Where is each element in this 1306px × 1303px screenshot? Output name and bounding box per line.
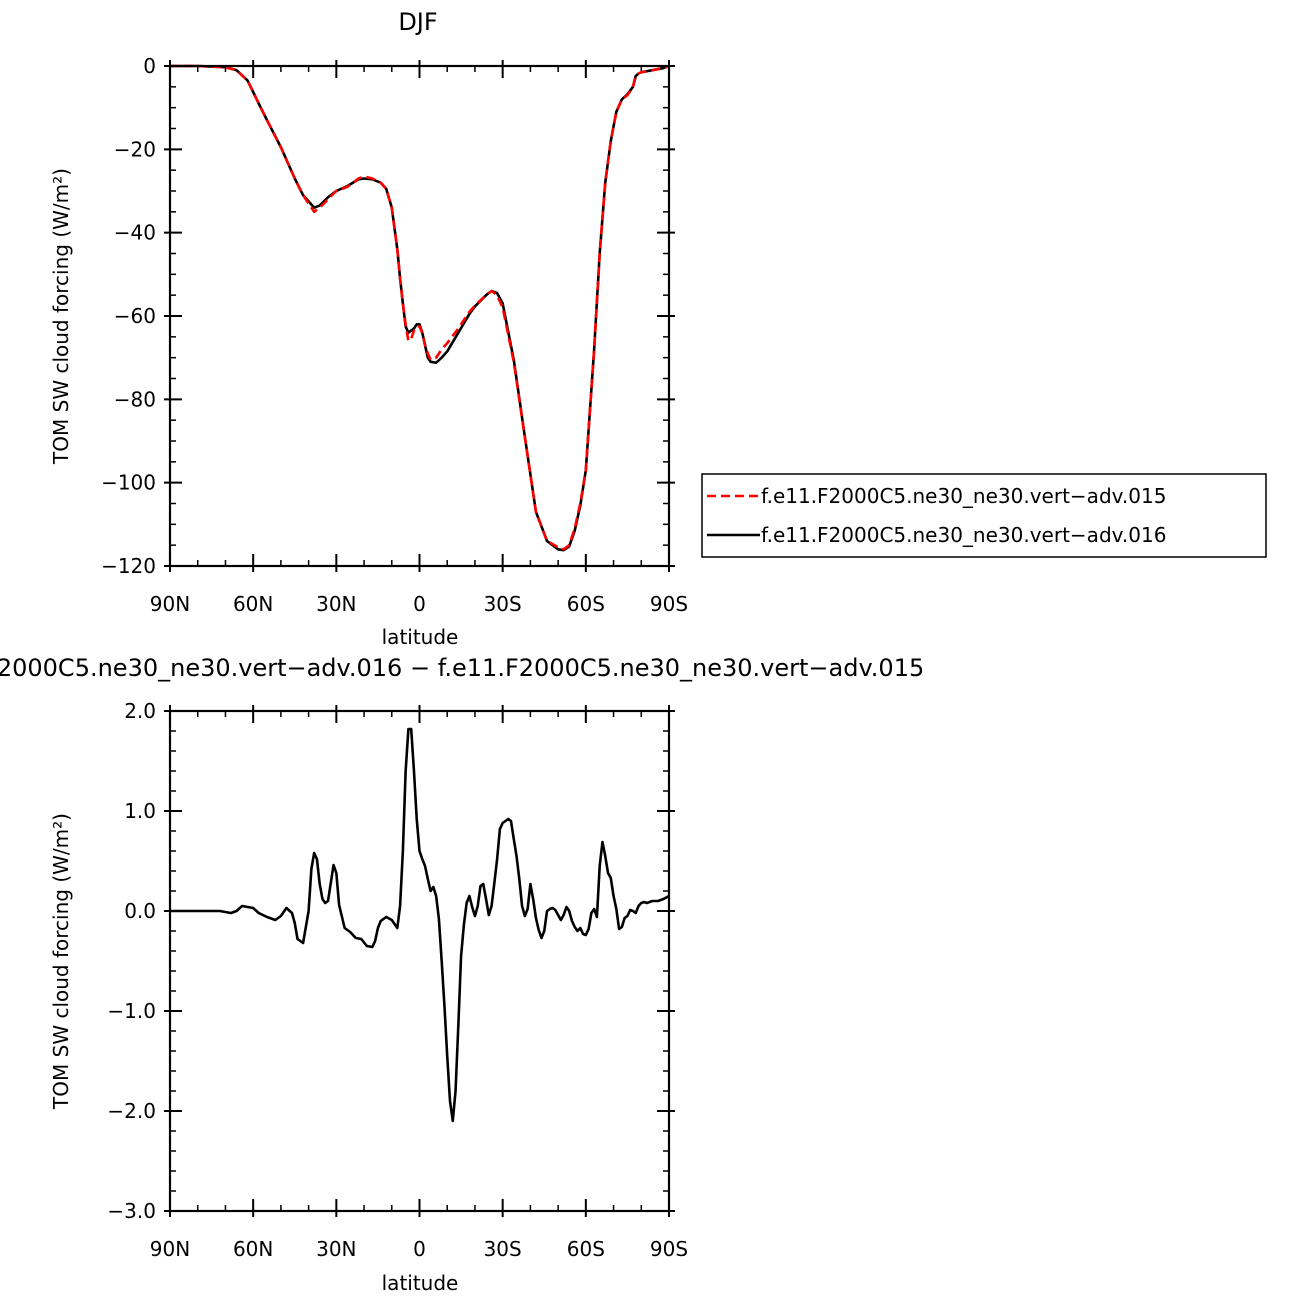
top-plot-frame [168, 64, 671, 568]
top-series-line-0 [170, 64, 670, 551]
top-x-tick-label: 0 [413, 592, 426, 616]
bottom-y-ticks: 2.0 1.0 0.0 −1.0 −2.0 −3.0 [107, 699, 675, 1223]
top-y-tick-label: −100 [101, 471, 156, 495]
top-x-tick-label: 60N [233, 592, 273, 616]
top-y-tick-label: −60 [114, 304, 156, 328]
bottom-y-tick-label: 1.0 [124, 799, 156, 823]
bottom-x-tick-label: 30S [484, 1237, 522, 1261]
bottom-gridlines [169, 710, 670, 1212]
top-y-tick-label: 0 [143, 54, 156, 78]
legend-label-016: f.e11.F2000C5.ne30_ne30.vert−adv.016 [761, 523, 1166, 547]
top-x-tick-label: 60S [567, 592, 605, 616]
legend-box [701, 473, 1267, 558]
top-panel: DJF 90N 60N 30N 0 30S 60S 90S 0 −20 −40 −60 −80 −10… [49, 8, 1267, 649]
bottom-y-axis-label: TOM SW cloud forcing (W/m²) [49, 813, 73, 1110]
top-x-ticks: 90N 60N 30N 0 30S 60S 90S [150, 60, 688, 616]
bottom-y-tick-label: 0.0 [124, 899, 156, 923]
bottom-y-tick-label: 2.0 [124, 699, 156, 723]
top-y-tick-label: −80 [114, 387, 156, 411]
top-y-tick-label: −120 [101, 554, 156, 578]
legend-label-015: f.e11.F2000C5.ne30_ne30.vert−adv.015 [761, 484, 1166, 508]
bottom-x-tick-label: 0 [413, 1237, 426, 1261]
top-y-tick-label: −40 [114, 221, 156, 245]
top-y-ticks: 0 −20 −40 −60 −80 −100 −120 [101, 54, 675, 578]
legend: f.e11.F2000C5.ne30_ne30.vert−adv.015 f.e… [701, 473, 1267, 558]
bottom-series-line-0 [170, 727, 670, 1123]
bottom-x-tick-label: 30N [316, 1237, 356, 1261]
bottom-y-tick-label: −3.0 [107, 1199, 156, 1223]
top-x-tick-label: 30N [316, 592, 356, 616]
bottom-plot-frame [168, 709, 671, 1213]
top-x-tick-label: 90S [650, 592, 688, 616]
top-series [170, 64, 670, 552]
bottom-x-tick-label: 90S [650, 1237, 688, 1261]
top-gridlines [169, 65, 670, 567]
bottom-series [170, 727, 670, 1123]
top-y-tick-label: −20 [114, 137, 156, 161]
bottom-x-ticks: 90N 60N 30N 0 30S 60S 90S [150, 705, 688, 1261]
bottom-y-tick-label: −2.0 [107, 1099, 156, 1123]
top-y-axis-label: TOM SW cloud forcing (W/m²) [49, 168, 73, 465]
bottom-x-tick-label: 60N [233, 1237, 273, 1261]
bottom-chart-title: f.e11.F2000C5.ne30_ne30.vert−adv.016 − f… [0, 654, 924, 682]
bottom-panel: f.e11.F2000C5.ne30_ne30.vert−adv.016 − f… [0, 654, 924, 1295]
bottom-y-tick-label: −1.0 [107, 999, 156, 1023]
top-series-line-1 [170, 64, 670, 552]
top-x-tick-label: 90N [150, 592, 190, 616]
bottom-x-tick-label: 60S [567, 1237, 605, 1261]
bottom-x-axis-label: latitude [382, 1271, 459, 1295]
top-x-axis-label: latitude [382, 625, 459, 649]
top-chart-title: DJF [398, 8, 437, 36]
top-x-tick-label: 30S [484, 592, 522, 616]
bottom-x-tick-label: 90N [150, 1237, 190, 1261]
